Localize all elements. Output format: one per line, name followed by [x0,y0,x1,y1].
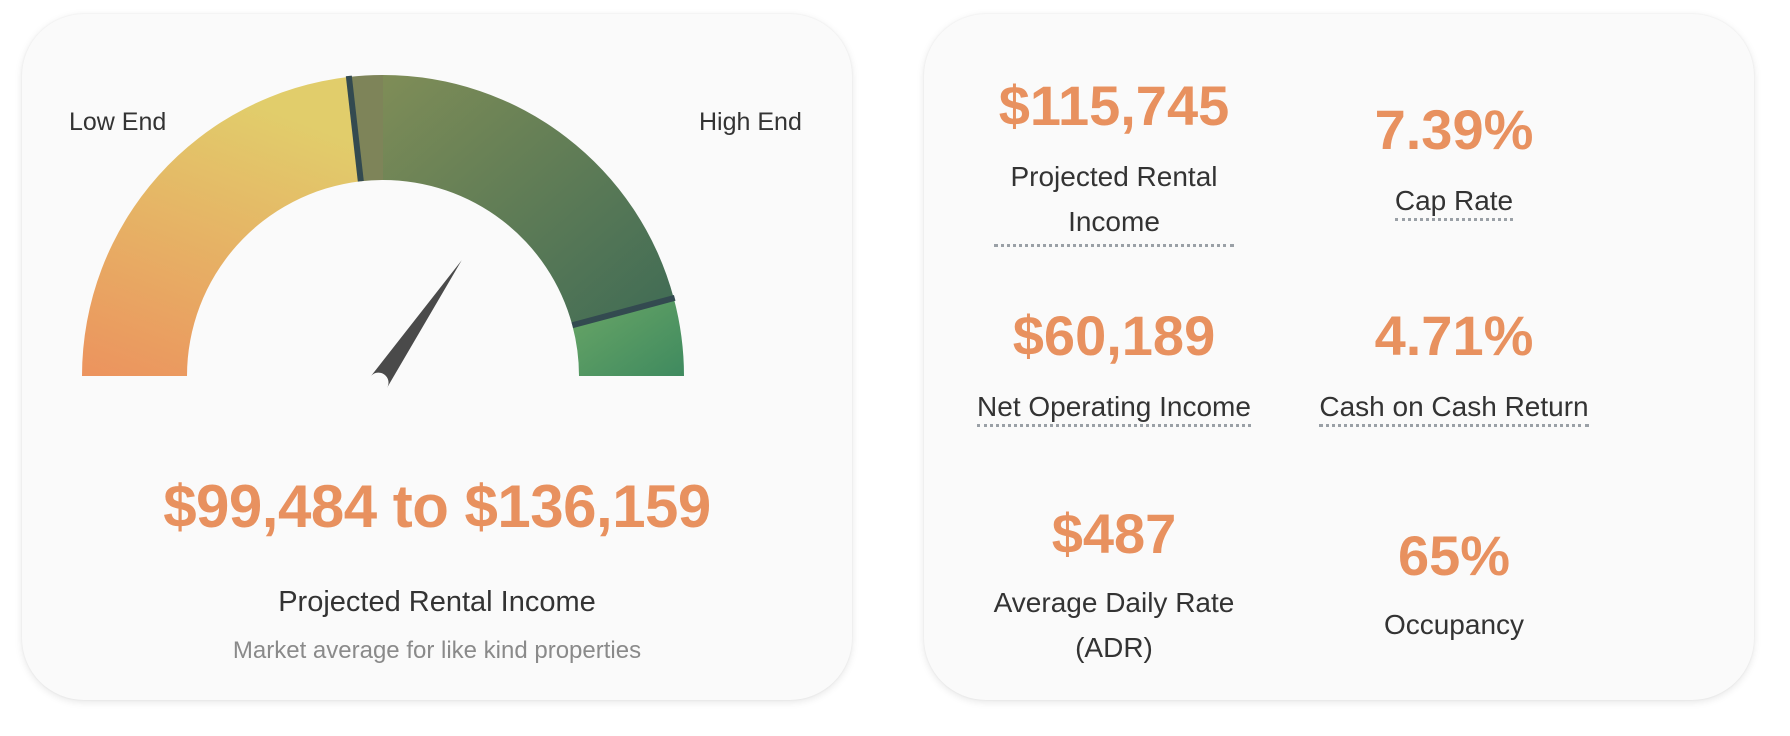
metric-value: $60,189 [1012,304,1216,367]
income-range-caption: Projected Rental Income [278,586,596,618]
metric-label-text: Average Daily Rate (ADR) [993,587,1235,663]
gauge-low-segment [82,76,361,376]
gauge-needle [370,260,462,389]
metric-label-text: Net Operating Income [977,391,1251,427]
metric-label: Average Daily Rate (ADR) [924,580,1304,670]
gauge-top-cap [348,75,383,182]
metric-label-text: Projected Rental Income [994,154,1234,247]
gauge-mid-segment [383,75,674,326]
gauge-divider-high [571,294,676,329]
metric-label-text: Cap Rate [1394,185,1514,221]
metric-cap-rate: 7.39% Cap Rate [1264,98,1644,223]
gauge-divider-low [345,75,364,182]
metrics-card: $115,745 Projected Rental Income 7.39% C… [924,14,1754,700]
metric-occupancy: 65% Occupancy [1264,524,1644,647]
metric-net-operating-income: $60,189 Net Operating Income [924,304,1304,429]
high-end-label: High End [699,108,802,136]
income-range-value: $99,484 to $136,159 [163,473,711,540]
metric-projected-rental-income: $115,745 Projected Rental Income [924,74,1304,247]
metric-value: 65% [1397,524,1511,587]
gauge-high-segment [572,298,684,376]
metric-label-text: Occupancy [1383,609,1525,640]
metric-label: Occupancy [1264,602,1644,647]
metric-label-text: Cash on Cash Return [1319,391,1589,427]
income-range-note: Market average for like kind properties [232,637,642,664]
income-gauge [82,75,684,389]
metric-value: 4.71% [1374,304,1534,367]
low-end-label: Low End [69,108,167,136]
metric-label: Projected Rental Income [924,154,1304,247]
income-range-card: Low End High End $99,484 to $136,159 Pro… [22,14,852,700]
metric-value: 7.39% [1374,98,1534,161]
metric-average-daily-rate: $487 Average Daily Rate (ADR) [924,502,1304,670]
metric-value: $487 [1051,502,1177,565]
metric-value: $115,745 [998,74,1230,137]
metric-cash-on-cash-return: 4.71% Cash on Cash Return [1264,304,1644,429]
metric-label: Net Operating Income [924,384,1304,429]
metric-label: Cap Rate [1264,178,1644,223]
metric-label: Cash on Cash Return [1264,384,1644,429]
